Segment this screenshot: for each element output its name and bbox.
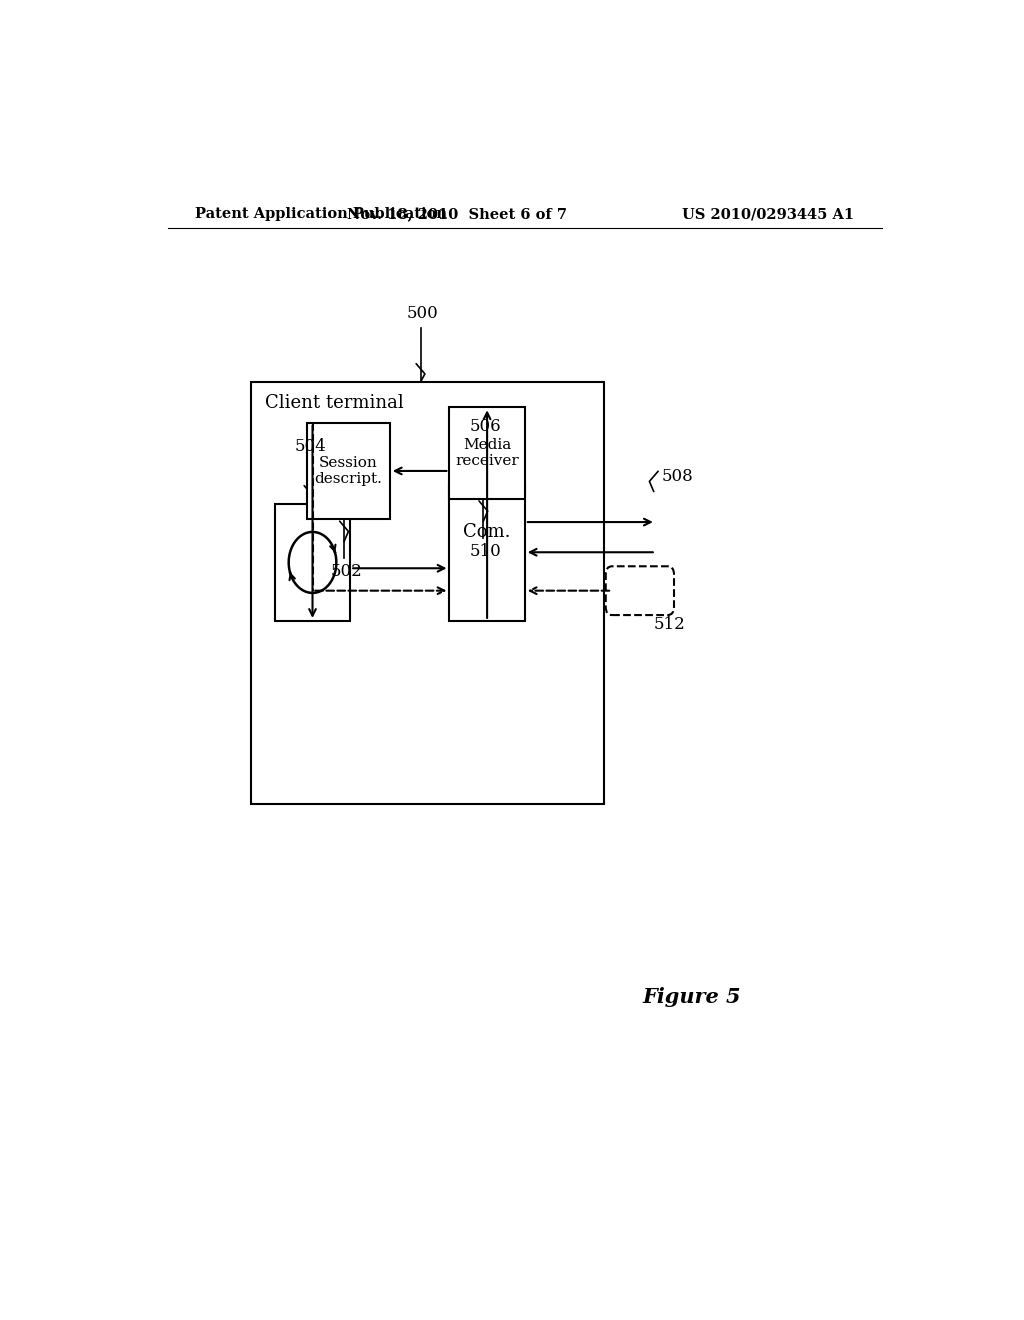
Bar <box>274 504 350 620</box>
Text: 508: 508 <box>662 469 693 486</box>
Text: 502: 502 <box>331 562 362 579</box>
Bar <box>251 381 604 804</box>
Text: Nov. 18, 2010  Sheet 6 of 7: Nov. 18, 2010 Sheet 6 of 7 <box>347 207 567 222</box>
Text: Figure 5: Figure 5 <box>642 987 740 1007</box>
Text: 500: 500 <box>407 305 438 322</box>
Bar <box>450 483 524 620</box>
FancyBboxPatch shape <box>606 566 674 615</box>
Text: Client terminal: Client terminal <box>265 395 404 412</box>
Text: Session
descript.: Session descript. <box>314 455 382 486</box>
Text: Media
receiver: Media receiver <box>456 438 519 469</box>
Text: 504: 504 <box>295 438 327 455</box>
Text: Com.: Com. <box>463 523 511 541</box>
Text: US 2010/0293445 A1: US 2010/0293445 A1 <box>682 207 854 222</box>
Text: 510: 510 <box>470 543 502 560</box>
Text: Patent Application Publication: Patent Application Publication <box>196 207 447 222</box>
Bar <box>306 422 390 519</box>
Bar <box>450 408 524 499</box>
Text: 512: 512 <box>653 616 685 634</box>
Text: 506: 506 <box>470 418 502 434</box>
